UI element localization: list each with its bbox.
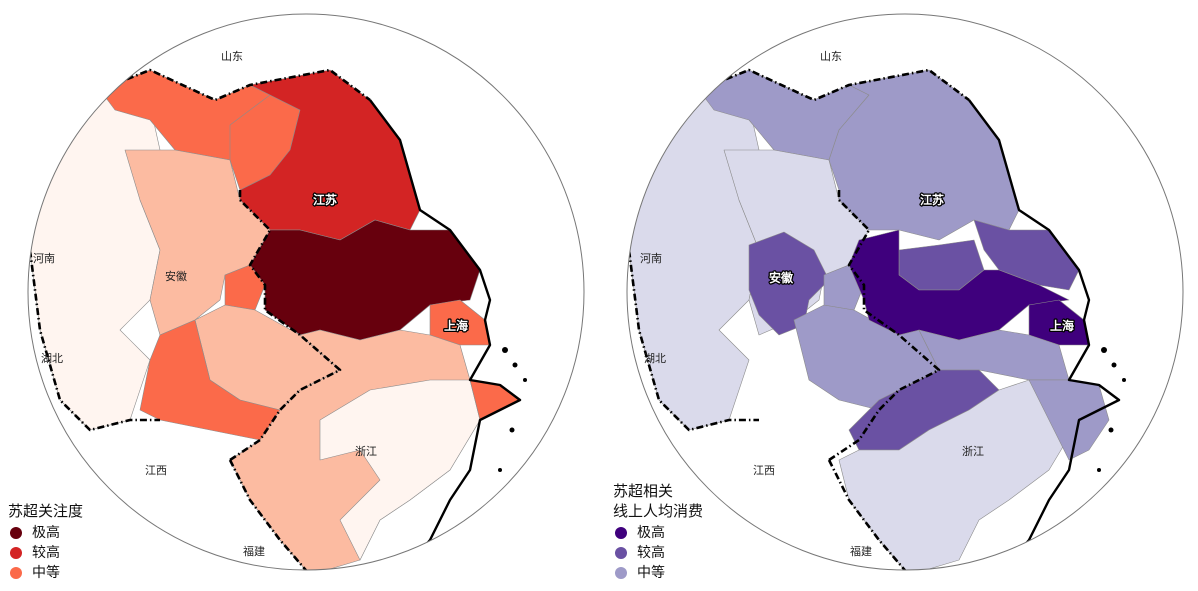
- map-panel-attention: 山东 河南 湖北 江西 福建 安徽 江苏 浙江 上海 苏超关注度 极高 较高 中…: [8, 13, 585, 583]
- label-henan: 河南: [33, 252, 55, 265]
- legend-swatch: [615, 567, 627, 579]
- legend-title: 苏超关注度: [8, 502, 84, 520]
- province-boundary-north: [698, 68, 970, 102]
- label-anhui: 安徽: [769, 270, 794, 285]
- label-hubei: 湖北: [41, 352, 63, 365]
- legend-item-high: 较高: [8, 543, 83, 563]
- province-boundary-south: [228, 459, 311, 570]
- attention-map: 山东 河南 湖北 江西 福建 安徽 江苏 浙江 上海: [27, 13, 585, 571]
- legend-swatch: [10, 567, 22, 579]
- legend-attention: 苏超关注度 极高 较高 中等: [8, 501, 83, 583]
- label-shandong: 山东: [221, 50, 243, 63]
- map-circle-frame: [27, 13, 585, 571]
- legend-item-high: 较高: [613, 543, 703, 563]
- coastline: [369, 99, 522, 570]
- label-zhejiang: 浙江: [355, 445, 377, 458]
- spending-map: 山东 河南 湖北 江西 福建 安徽 江苏 浙江 上海: [626, 13, 1184, 571]
- label-anhui: 安徽: [165, 269, 187, 283]
- label-zhejiang: 浙江: [962, 445, 984, 458]
- label-shandong: 山东: [820, 50, 842, 63]
- province-boundary-anhui: [229, 190, 342, 462]
- legend-swatch: [10, 547, 22, 559]
- label-jiangxi: 江西: [145, 464, 167, 477]
- label-jiangsu: 江苏: [920, 192, 944, 207]
- legend-item-medium: 中等: [8, 563, 83, 583]
- legend-item-medium: 中等: [613, 563, 703, 583]
- label-shanghai: 上海: [1050, 318, 1074, 333]
- map-panel-spending: 山东 河南 湖北 江西 福建 安徽 江苏 浙江 上海 苏超相关 线上人均消费 极…: [599, 0, 1198, 591]
- region-anhui-central: [124, 149, 271, 336]
- region-zhejiang-east: [319, 379, 481, 561]
- province-boundary-west: [28, 120, 160, 432]
- label-hubei: 湖北: [644, 352, 666, 365]
- region-anhui-hefei: [748, 231, 830, 336]
- province-boundary-north: [99, 68, 371, 102]
- legend-title: 苏超相关 线上人均消费: [613, 482, 704, 520]
- legend-spending: 苏超相关 线上人均消费 极高 较高 中等: [613, 481, 703, 583]
- map-circle-frame: [626, 13, 1184, 571]
- province-boundary-anhui: [828, 190, 941, 462]
- label-jiangxi: 江西: [753, 464, 775, 477]
- region-jiangsu-east: [973, 219, 1080, 291]
- legend-swatch: [10, 527, 22, 539]
- legend-item-very-high: 极高: [8, 523, 83, 543]
- label-fujian: 福建: [850, 544, 872, 558]
- province-boundary-south: [827, 459, 910, 570]
- label-henan: 河南: [640, 252, 662, 265]
- coastline: [968, 99, 1121, 570]
- label-fujian: 福建: [243, 544, 265, 558]
- label-jiangsu: 江苏: [313, 192, 337, 207]
- region-anhui-hefei: [224, 264, 266, 311]
- label-shanghai: 上海: [444, 318, 468, 333]
- province-boundary-west: [627, 120, 759, 432]
- legend-swatch: [615, 547, 627, 559]
- legend-item-very-high: 极高: [613, 523, 703, 543]
- legend-swatch: [615, 527, 627, 539]
